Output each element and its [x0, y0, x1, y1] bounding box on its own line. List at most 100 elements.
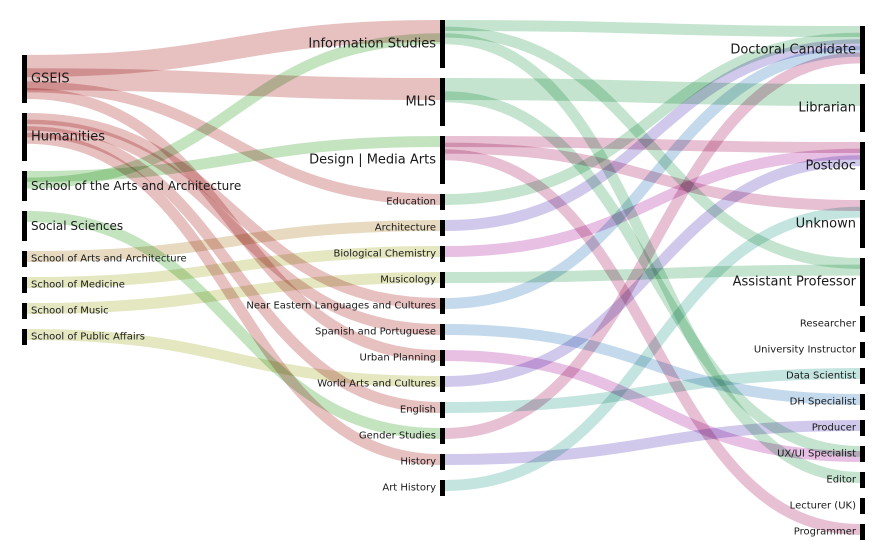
node-bar-musicology [440, 272, 445, 288]
link-humanities-to-nelc [26, 113, 441, 309]
node-label-producer: Producer [812, 423, 857, 434]
node-label-wac: World Arts and Cultures [317, 379, 436, 390]
link-gseis-to-education [26, 81, 441, 205]
node-bar-medicine [22, 277, 27, 293]
link-humanities-to-spanport [26, 119, 441, 335]
node-bar-humanities [22, 113, 27, 161]
node-bar-lectureruk [860, 498, 865, 514]
node-bar-mlis [440, 78, 445, 126]
node-label-scharts: School of Arts and Architecture [31, 254, 187, 265]
node-bar-datasci [860, 368, 865, 384]
node-bar-biochem [440, 246, 445, 262]
node-label-unknown: Unknown [796, 217, 856, 232]
link-humanities-to-history [26, 132, 441, 465]
node-bar-dhspec [860, 394, 865, 410]
node-bar-urbanplan [440, 350, 445, 366]
link-medicine-to-biochem [26, 246, 441, 288]
node-bar-unknown [860, 200, 865, 248]
node-bar-wac [440, 376, 445, 392]
node-label-doccand: Doctoral Candidate [730, 43, 856, 58]
node-bar-education [440, 194, 445, 210]
node-bar-univinstr [860, 342, 865, 358]
node-bar-asstprof [860, 258, 865, 306]
node-bar-programmer [860, 524, 865, 540]
node-label-postdoc: Postdoc [805, 159, 856, 174]
node-bar-doccand [860, 26, 865, 74]
link-wac-to-postdoc [444, 155, 861, 387]
link-socsci-to-genderstudies [26, 211, 441, 439]
node-label-humanities: Humanities [31, 130, 105, 145]
node-label-socsci: Social Sciences [31, 219, 123, 233]
node-label-genderstudies: Gender Studies [359, 431, 436, 442]
node-bar-genderstudies [440, 428, 445, 444]
node-label-history: History [400, 457, 436, 468]
node-bar-saa [22, 171, 27, 201]
link-dma-to-postdoc [444, 136, 861, 153]
link-spanport-to-dhspec [444, 324, 861, 405]
node-label-arthistory: Art History [382, 483, 436, 494]
node-bar-infostudies [440, 20, 445, 68]
link-publicaffairs-to-wac [26, 329, 441, 387]
labels-layer: GSEIS Humanities School of the Arts and Ar… [31, 37, 857, 538]
node-label-lectureruk: Lecturer (UK) [790, 501, 856, 512]
link-saa-to-infostudies [26, 33, 441, 189]
node-label-publicaffairs: School of Public Affairs [31, 332, 145, 343]
node-bar-nelc [440, 298, 445, 314]
node-label-education: Education [386, 197, 436, 208]
node-bar-scharts [22, 251, 27, 267]
node-label-researcher: Researcher [800, 319, 857, 330]
node-label-dma: Design | Media Arts [309, 153, 436, 168]
node-label-mlis: MLIS [405, 95, 436, 110]
link-english-to-datasci [444, 368, 861, 413]
node-bar-uxui [860, 446, 865, 462]
link-genderstudies-to-doccand [444, 52, 861, 439]
node-bar-publicaffairs [22, 329, 27, 345]
link-urbanplan-to-uxui [444, 350, 861, 462]
link-arthistory-to-unknown [444, 206, 861, 491]
node-label-saa: School of the Arts and Architecture [31, 179, 241, 193]
node-bar-arthistory [440, 480, 445, 496]
node-bar-editor [860, 472, 865, 488]
node-bar-english [440, 402, 445, 418]
node-bar-spanport [440, 324, 445, 340]
link-nelc-to-doccand [444, 45, 861, 309]
link-biochem-to-postdoc [444, 148, 861, 257]
node-label-gseis: GSEIS [31, 72, 70, 87]
node-label-infostudies: Information Studies [308, 37, 436, 52]
node-bar-postdoc [860, 142, 865, 190]
node-label-biochem: Biological Chemistry [333, 249, 436, 260]
node-label-librarian: Librarian [798, 101, 856, 116]
link-music-to-musicology [26, 272, 441, 314]
node-label-nelc: Near Eastern Languages and Cultures [246, 301, 436, 312]
node-label-music: School of Music [31, 306, 109, 317]
node-label-musicology: Musicology [380, 275, 436, 286]
node-bar-researcher [860, 316, 865, 332]
node-label-editor: Editor [826, 475, 856, 486]
node-label-datasci: Data Scientist [786, 371, 856, 382]
link-gseis-to-mlis [26, 68, 441, 100]
links-layer [26, 20, 861, 535]
node-label-architecture: Architecture [375, 223, 436, 234]
node-label-urbanplan: Urban Planning [360, 353, 437, 364]
link-mlis-to-librarian [444, 78, 861, 106]
node-label-dhspec: DH Specialist [790, 397, 856, 408]
nodes-layer [22, 20, 865, 540]
node-bar-history [440, 454, 445, 470]
node-label-spanport: Spanish and Portuguese [315, 327, 436, 338]
node-bar-dma [440, 136, 445, 184]
node-bar-producer [860, 420, 865, 436]
node-label-english: English [400, 405, 436, 416]
link-education-to-doccand [444, 32, 861, 205]
node-label-uxui: UX/UI Specialist [777, 449, 856, 460]
link-gseis-to-infostudies [26, 20, 441, 77]
link-scharts-to-architecture [26, 220, 441, 262]
node-label-asstprof: Assistant Professor [733, 275, 857, 290]
node-bar-librarian [860, 84, 865, 132]
node-bar-gseis [22, 55, 27, 103]
link-architecture-to-doccand [444, 39, 861, 231]
node-bar-music [22, 303, 27, 319]
node-bar-architecture [440, 220, 445, 236]
node-label-univinstr: University Instructor [754, 345, 857, 356]
